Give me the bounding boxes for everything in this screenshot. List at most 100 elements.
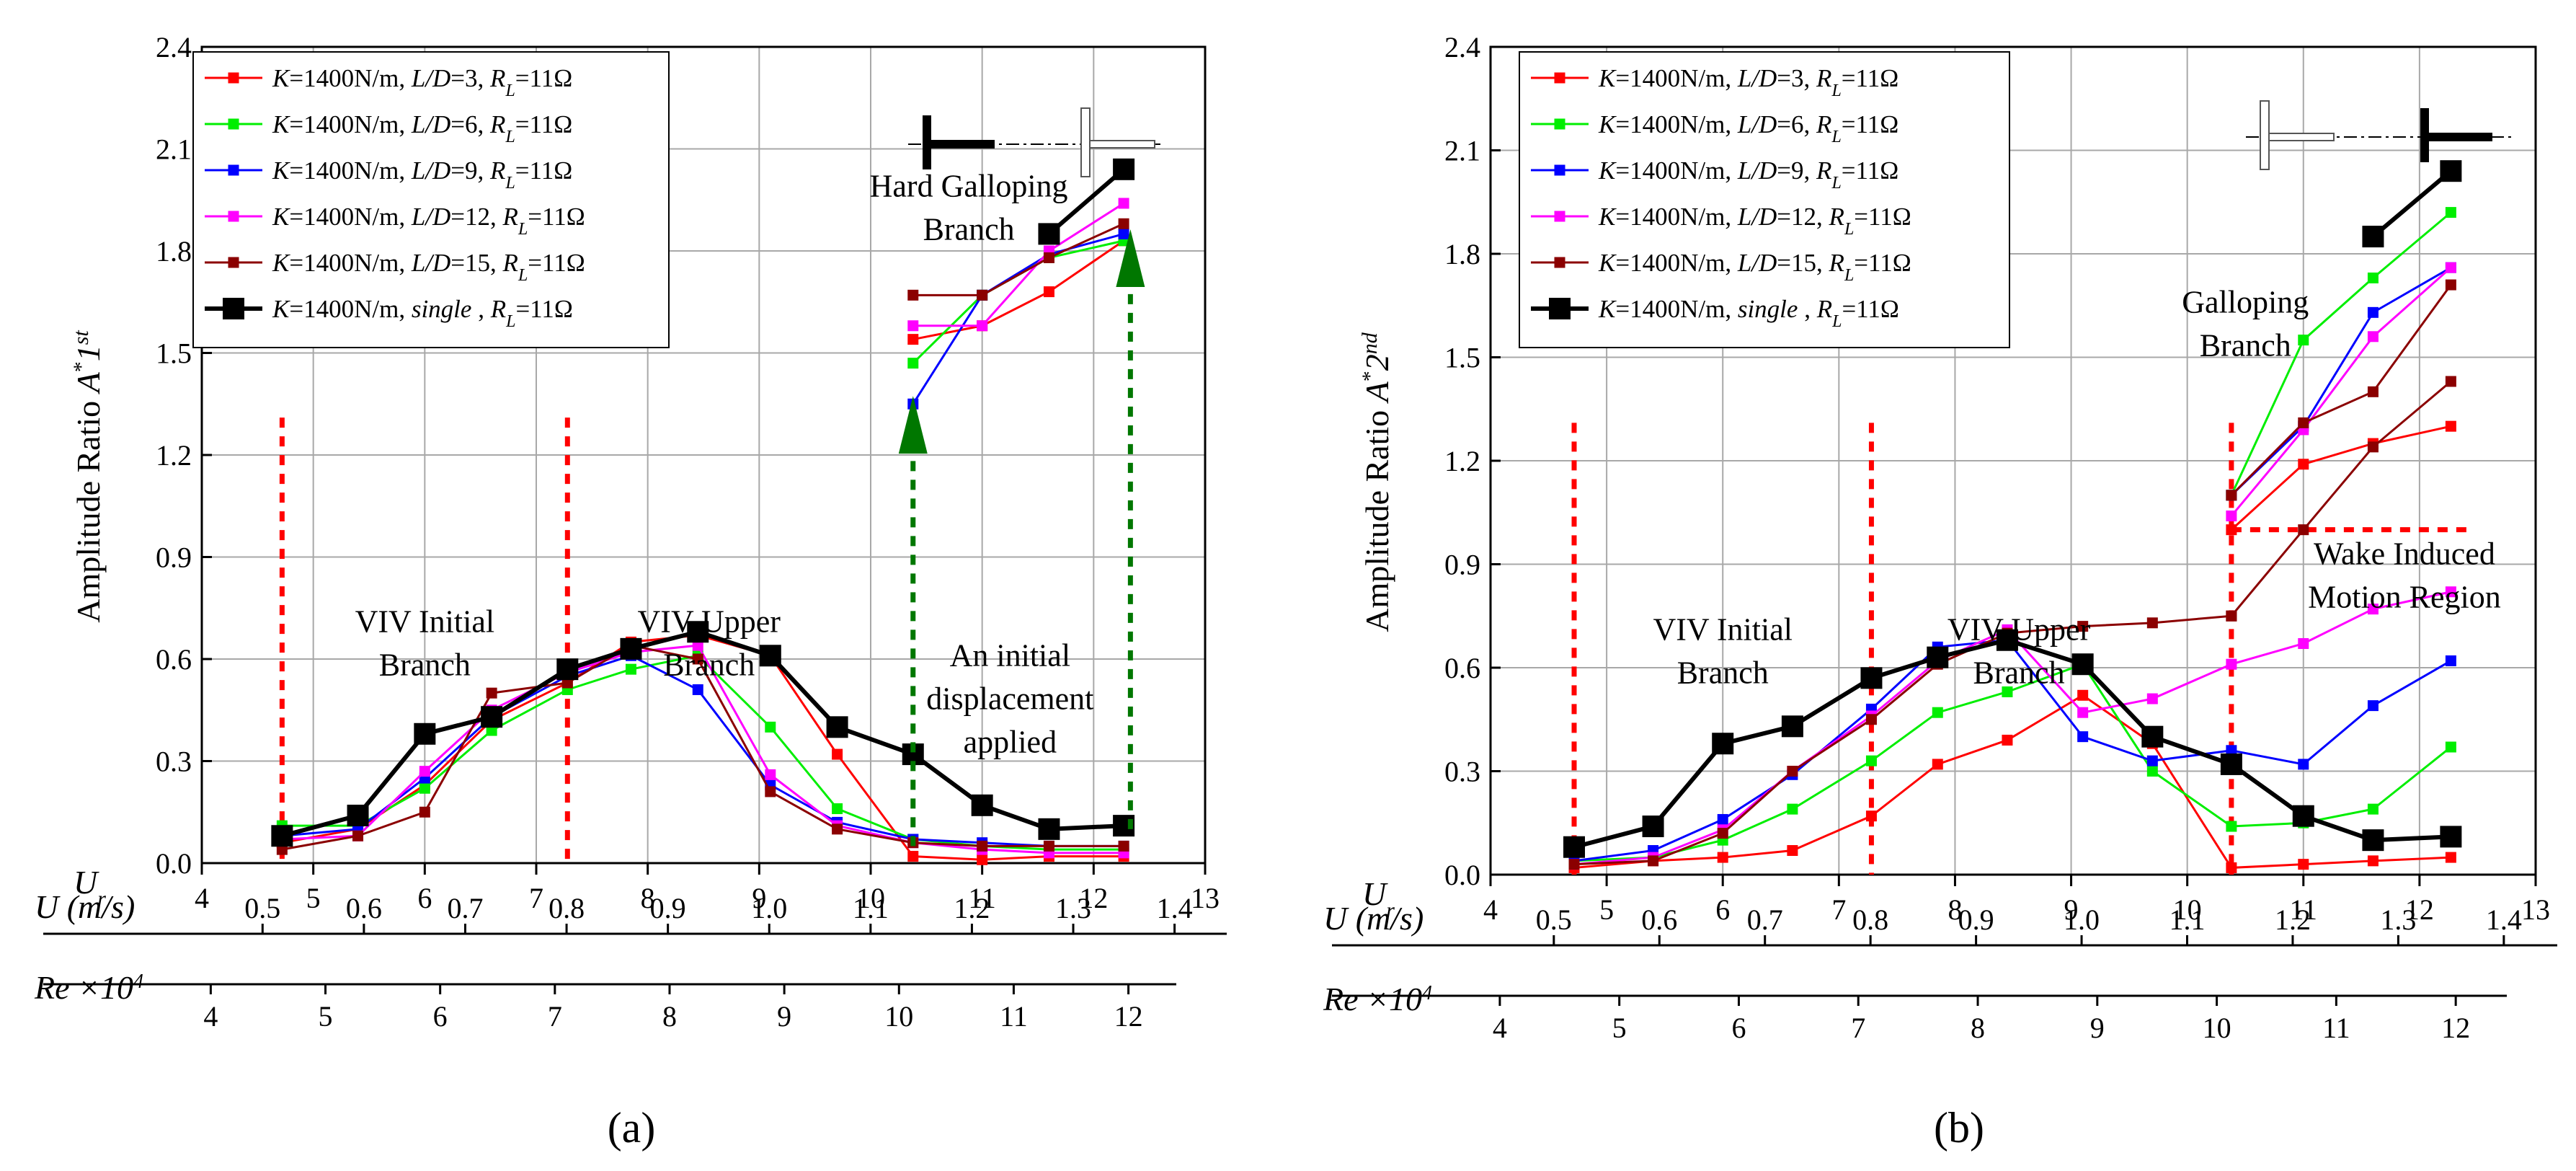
x-tick-label: 7 (1831, 893, 1846, 926)
re-tick-label: 7 (1851, 1012, 1865, 1044)
data-point (2002, 686, 2013, 697)
u-tick-label: 0.9 (650, 892, 686, 924)
data-point (1568, 859, 1580, 870)
data-point (2298, 859, 2309, 870)
data-point (620, 637, 642, 660)
splitter-plate (2420, 133, 2492, 141)
re-axis-label: Re ×104 (1323, 981, 1432, 1017)
u-tick-label: 1.3 (1055, 892, 1091, 924)
u-tick-label: 1.0 (2064, 903, 2100, 936)
data-point (2367, 803, 2379, 815)
data-point (1118, 218, 1129, 229)
data-point (2226, 862, 2237, 873)
data-point (2226, 745, 2237, 756)
data-point (1865, 810, 1877, 822)
data-point (347, 804, 369, 826)
data-point (971, 794, 993, 816)
re-tick-label: 7 (548, 1000, 562, 1033)
legend-swatch-marker (1554, 72, 1565, 84)
data-point (2362, 829, 2384, 852)
u-tick-label: 1.1 (853, 892, 889, 924)
x-tick-label: 9 (752, 882, 766, 914)
y-tick-label: 0.9 (1444, 549, 1480, 581)
data-point (486, 725, 497, 736)
data-point (1118, 840, 1129, 852)
x-tick-label: 11 (2290, 893, 2318, 926)
data-point (832, 803, 843, 815)
annotation: VIV Initial Branch (1653, 612, 1793, 691)
data-point (561, 677, 573, 689)
re-tick-label: 9 (2090, 1012, 2105, 1044)
data-point (1563, 836, 1585, 858)
series-line (912, 239, 1124, 364)
data-point (2226, 610, 2237, 622)
data-point (414, 723, 436, 745)
y-tick-label: 2.1 (1444, 135, 1480, 167)
legend-entry: K=1400N/m, L/D=6, RL=11Ω (1598, 110, 1898, 146)
data-point (907, 851, 919, 862)
series-single (1563, 160, 2462, 858)
legend-entry: K=1400N/m, L/D=15, RL=11Ω (1598, 249, 1911, 285)
legend-swatch-marker (223, 298, 244, 319)
x-tick-label: 6 (417, 882, 432, 914)
data-point (2146, 755, 2158, 766)
data-point (1932, 707, 1943, 718)
re-tick-label: 12 (1114, 1000, 1143, 1033)
re-tick-label: 8 (1971, 1012, 1985, 1044)
annotation: Galloping Branch (2182, 284, 2309, 363)
data-point (2226, 490, 2237, 501)
re-tick-label: 6 (1731, 1012, 1746, 1044)
data-point (826, 716, 848, 738)
legend-entry: K=1400N/m, L/D=3, RL=11Ω (272, 64, 572, 100)
ur-axis-label: Ur (1362, 875, 1395, 922)
x-tick-label: 13 (1191, 882, 1220, 914)
data-point (2146, 766, 2158, 777)
re-tick-label: 5 (1612, 1012, 1627, 1044)
arrow-head (1116, 229, 1145, 287)
panel-a: 0.0 0.3 0.6 0.9 1.2 1.5 1.8 2.1 2.4 Amplitude Rat… (34, 31, 1227, 1152)
x-tick-label: 8 (641, 882, 655, 914)
x-tick-label: 13 (2521, 893, 2550, 926)
re-tick-label: 10 (884, 1000, 913, 1033)
annotation: An initial displacement applied (926, 637, 1093, 759)
data-point (2367, 306, 2379, 318)
legend-swatch-marker (1554, 211, 1565, 222)
data-point (1113, 158, 1135, 180)
legend-entry: K=1400N/m, L/D=15, RL=11Ω (272, 249, 585, 285)
data-point (1932, 759, 1943, 770)
data-point (2362, 226, 2384, 248)
x-tick-label: 11 (968, 882, 996, 914)
u-tick-label: 0.7 (447, 892, 483, 924)
data-point (2367, 604, 2379, 615)
data-point (2298, 335, 2309, 346)
data-point (2440, 826, 2462, 848)
upstream-cylinder (2260, 100, 2270, 170)
data-point (2077, 707, 2089, 718)
data-point (1996, 629, 2018, 651)
annotation: Wake Induced Motion Region (2308, 536, 2501, 615)
data-point (2445, 207, 2456, 218)
cylinder-schematic (2246, 100, 2513, 170)
data-point (2292, 805, 2314, 827)
arrow-head (898, 396, 928, 454)
data-point (1927, 646, 1949, 668)
data-point (2440, 160, 2462, 182)
data-point (2220, 753, 2242, 775)
y-tick-label: 1.2 (1444, 445, 1480, 477)
data-point (2367, 272, 2379, 283)
series-line (2230, 380, 2452, 617)
data-point (352, 830, 364, 841)
data-point (2298, 417, 2309, 428)
data-point (2367, 386, 2379, 397)
data-point (625, 663, 636, 675)
u-tick-label: 0.8 (548, 892, 585, 924)
data-point (977, 320, 988, 332)
data-point (2445, 852, 2456, 863)
data-point (1648, 855, 1659, 867)
y-tick-label: 0.6 (156, 643, 192, 676)
data-point (2367, 331, 2379, 343)
y-tick-label: 0.6 (1444, 652, 1480, 684)
x-tick-label: 4 (1483, 893, 1498, 926)
y-tick-label: 0.3 (156, 746, 192, 778)
series-line (1573, 694, 2451, 869)
